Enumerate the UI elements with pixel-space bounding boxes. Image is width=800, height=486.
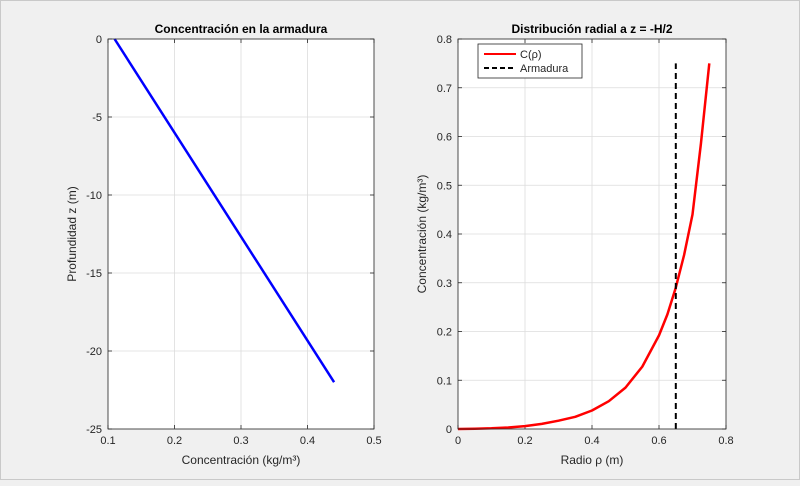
chart-2: 0 0.2 0.4 0.6 0.8 0 0.1 0.2 0.3 0.4 0.5 0.6 0.7 0.8 Di… bbox=[415, 22, 734, 467]
y-tick-label: 0.7 bbox=[437, 83, 452, 95]
y-tick-label: -25 bbox=[86, 424, 102, 436]
x-tick-label: 0.4 bbox=[584, 435, 599, 447]
x-tick-label: 0.4 bbox=[300, 435, 315, 447]
legend-box bbox=[477, 43, 583, 79]
y-tick-label: 0.5 bbox=[437, 180, 452, 192]
x-axis-label: Concentración (kg/m³) bbox=[182, 453, 301, 467]
chart-title: Concentración en la armadura bbox=[155, 22, 328, 36]
axes-box bbox=[107, 38, 375, 430]
y-tick-label: 0 bbox=[446, 424, 452, 436]
y-tick-label: -20 bbox=[86, 346, 102, 358]
x-tick-label: 0.2 bbox=[517, 435, 532, 447]
y-tick-label: 0.1 bbox=[437, 375, 452, 387]
x-axis-label: Radio ρ (m) bbox=[561, 453, 624, 467]
legend: C(ρ) Armadura bbox=[477, 43, 583, 79]
y-tick-label: 0.4 bbox=[437, 229, 452, 241]
y-tick-label: -10 bbox=[86, 190, 102, 202]
series-line-series bbox=[113, 38, 336, 383]
y-tick-label: 0.2 bbox=[437, 327, 452, 339]
axes-box bbox=[457, 38, 727, 430]
chart-1: 0.1 0.2 0.3 0.4 0.5 0 -5 -10 -15 -20 -25 Concentrac… bbox=[65, 22, 382, 467]
y-tick-label: -15 bbox=[86, 268, 102, 280]
x-tick-label: 0.6 bbox=[651, 435, 666, 447]
y-tick-label: 0.8 bbox=[437, 34, 452, 46]
x-tick-label: 0.8 bbox=[718, 435, 733, 447]
y-axis-label: Profundidad z (m) bbox=[65, 186, 79, 281]
x-tick-label: 0 bbox=[455, 435, 461, 447]
y-tick-label: 0.3 bbox=[437, 278, 452, 290]
legend-entry: Armadura bbox=[520, 63, 569, 75]
legend-entry: C(ρ) bbox=[520, 49, 542, 61]
x-tick-label: 0.5 bbox=[366, 435, 381, 447]
x-tick-label: 0.1 bbox=[100, 435, 115, 447]
chart-title: Distribución radial a z = -H/2 bbox=[511, 22, 672, 36]
x-tick-label: 0.3 bbox=[233, 435, 248, 447]
y-axis-label: Concentración (kg/m³) bbox=[415, 175, 429, 294]
y-tick-label: 0 bbox=[96, 34, 102, 46]
x-tick-label: 0.2 bbox=[167, 435, 182, 447]
y-tick-label: 0.6 bbox=[437, 132, 452, 144]
series-line-c bbox=[457, 63, 711, 431]
y-tick-label: -5 bbox=[92, 112, 102, 124]
